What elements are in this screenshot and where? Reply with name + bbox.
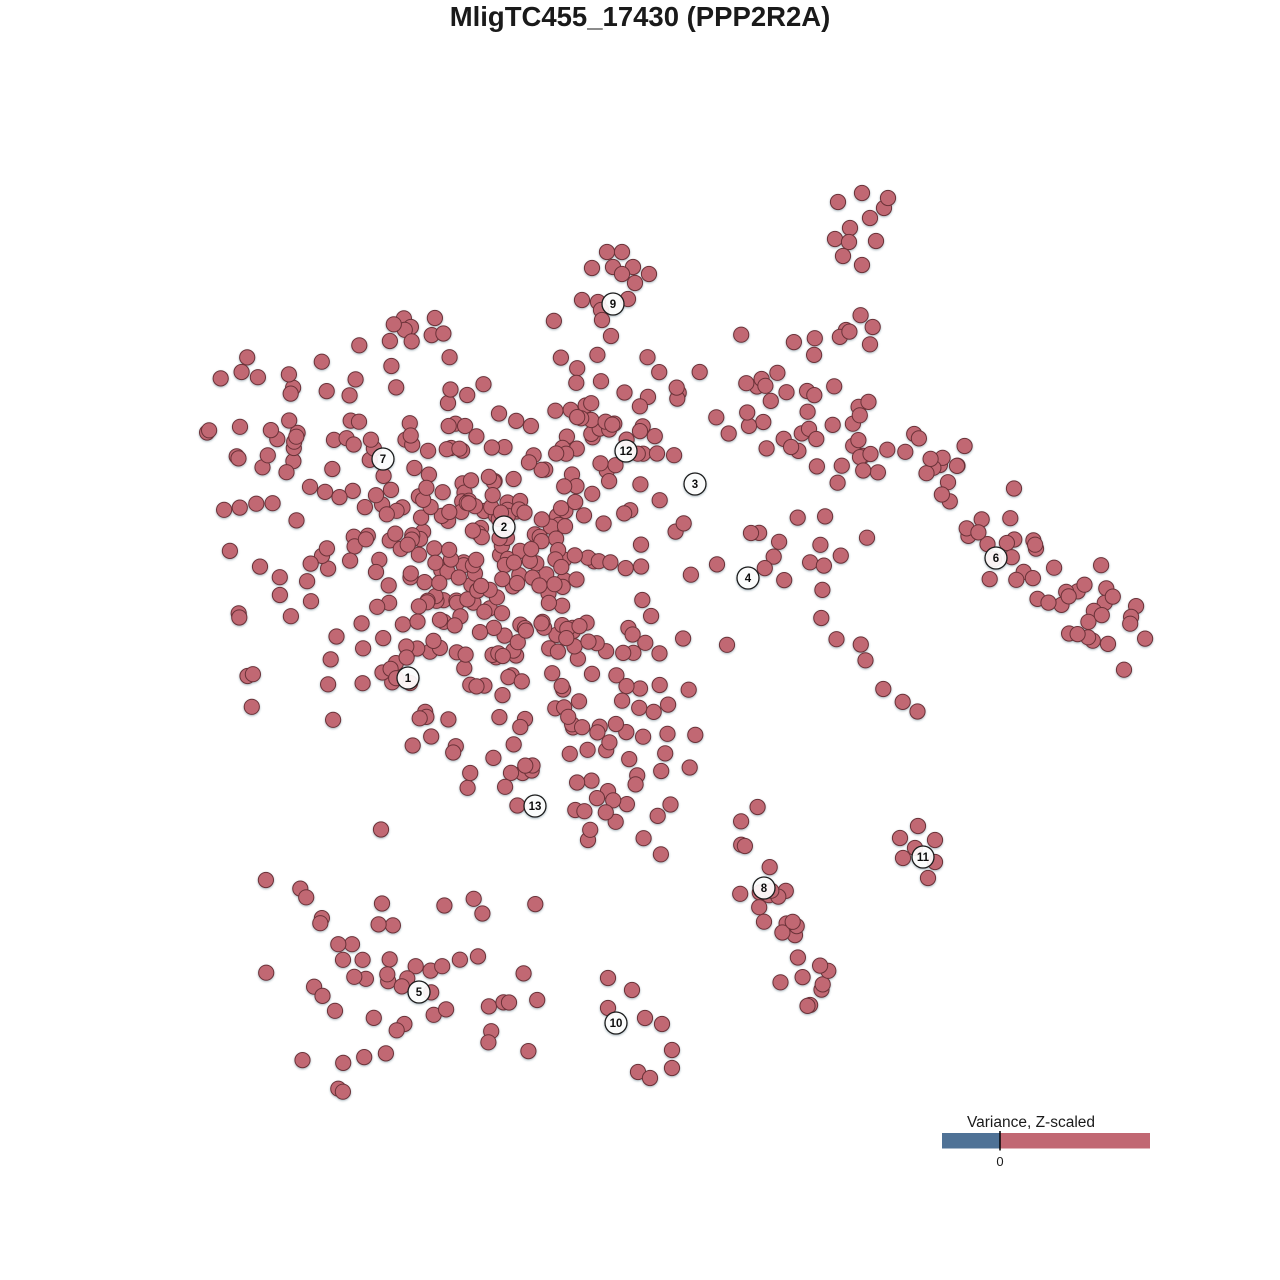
svg-text:12: 12 (620, 446, 633, 458)
svg-text:4: 4 (745, 573, 752, 585)
svg-text:5: 5 (416, 987, 423, 999)
svg-text:6: 6 (993, 553, 999, 565)
svg-text:1: 1 (405, 673, 412, 685)
svg-text:3: 3 (692, 479, 698, 491)
svg-text:8: 8 (761, 883, 768, 895)
svg-text:11: 11 (917, 852, 930, 864)
svg-text:13: 13 (529, 801, 542, 813)
svg-text:2: 2 (501, 522, 507, 534)
svg-text:9: 9 (610, 299, 616, 311)
svg-text:10: 10 (610, 1018, 623, 1030)
svg-text:7: 7 (380, 454, 386, 466)
